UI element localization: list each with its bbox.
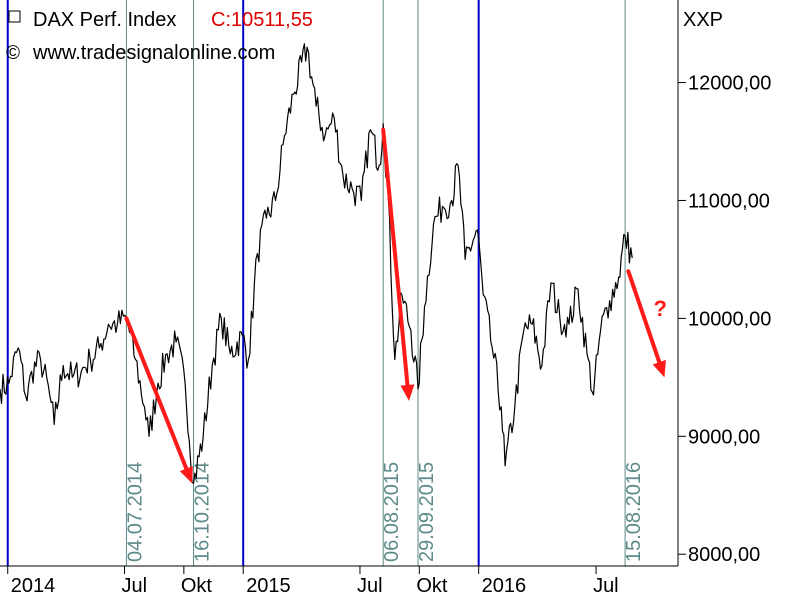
y-tick-label: 10000,00 [688, 308, 771, 330]
instrument-name: DAX Perf. Index [33, 9, 176, 31]
y-tick-label: 9000,00 [688, 426, 760, 448]
y-axis-unit: XXP [683, 9, 723, 31]
y-tick-label: 11000,00 [688, 190, 770, 212]
trend-arrowhead [179, 466, 193, 484]
event-date-label: 06.08.2015 [381, 462, 403, 562]
trend-arrow [124, 316, 189, 471]
close-value: C:10511,55 [211, 9, 313, 31]
event-date-label: 29.09.2015 [416, 462, 438, 562]
x-tick-label: Jul [357, 575, 383, 597]
legend-checkbox[interactable] [8, 10, 21, 23]
trend-arrowhead [400, 384, 415, 401]
copyright-icon: © [6, 43, 20, 64]
annotations-layer: ? [124, 127, 667, 484]
x-tick-label: Jul [593, 575, 619, 597]
price-line [0, 43, 633, 485]
x-tick-label: Okt [181, 575, 213, 597]
chart-grid-layer [6, 0, 480, 566]
price-series-layer [0, 43, 633, 485]
x-tick-label: Jul [122, 575, 148, 597]
question-mark: ? [653, 296, 666, 321]
y-tick-label: 8000,00 [688, 544, 760, 566]
trend-arrow [381, 127, 410, 387]
x-tick-label: 2016 [482, 575, 527, 597]
x-tick-label: 2014 [11, 575, 56, 597]
event-date-label: 15.08.2016 [623, 462, 645, 562]
x-tick-label: Okt [416, 575, 448, 597]
event-date-label: 04.07.2014 [124, 462, 146, 562]
event-lines-layer: 04.07.2014 16.10.2014 06.08.2015 29.09.2015… [124, 0, 645, 566]
event-date-label: 16.10.2014 [192, 462, 214, 562]
source-url: www.tradesignalonline.com [32, 42, 275, 64]
trend-arrow [626, 269, 662, 365]
axes-layer: 8000,00 9000,00 10000,00 11000,00 12000,00 20… [0, 0, 771, 597]
y-tick-label: 12000,00 [688, 73, 771, 95]
trend-arrowhead [652, 359, 666, 378]
x-tick-label: 2015 [246, 575, 291, 597]
